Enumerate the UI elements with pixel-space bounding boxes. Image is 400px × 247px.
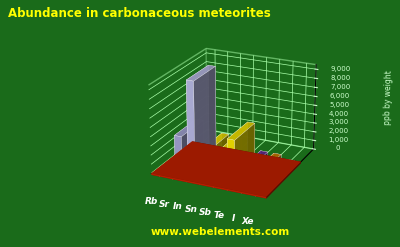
Text: Abundance in carbonaceous meteorites: Abundance in carbonaceous meteorites: [8, 7, 271, 21]
Text: www.webelements.com: www.webelements.com: [150, 227, 290, 237]
